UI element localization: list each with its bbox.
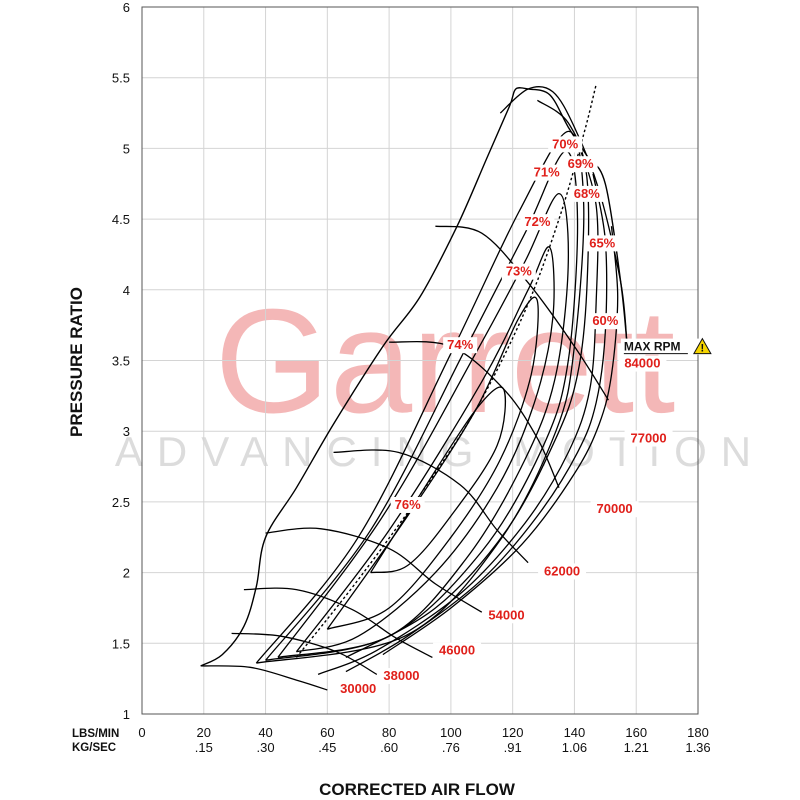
- speed-line: [200, 665, 328, 691]
- speed-label: 38000: [383, 668, 419, 683]
- warning-triangle-icon: [693, 337, 712, 355]
- efficiency-label-bg: [585, 235, 620, 252]
- x-tick-label-kg: .60: [380, 740, 398, 755]
- surge-line: [200, 87, 529, 667]
- x-tick-label-lbs: 20: [197, 725, 211, 740]
- efficiency-label: 70%: [552, 136, 578, 151]
- x-axis-ticks: 0 20 40 60 80 100 120 140 160 180 .15 .30 .45 .60 .76.…: [138, 725, 710, 755]
- speed-label: 70000: [597, 501, 633, 516]
- max-rpm-label: MAX RPM: [624, 340, 681, 354]
- speed-label: 84000: [624, 356, 660, 371]
- y-tick-label: 4.5: [112, 212, 130, 227]
- y-tick-label: 6: [123, 0, 130, 15]
- speed-label-bg: [590, 501, 639, 518]
- speed-label-bg: [538, 563, 587, 580]
- x-tick-label-lbs: 120: [502, 725, 524, 740]
- max-rpm-label-bg: [620, 338, 709, 355]
- speed-label-bg: [433, 642, 482, 659]
- speed-label: 77000: [630, 431, 666, 446]
- x-tick-label-kg: .45: [318, 740, 336, 755]
- x-tick-label-kg: 1.06: [562, 740, 587, 755]
- y-tick-label: 3.5: [112, 354, 130, 369]
- speed-line: [265, 527, 483, 613]
- efficiency-island: [345, 173, 608, 673]
- speed-label-bg: [618, 355, 667, 372]
- efficiency-label-bg: [569, 185, 604, 202]
- efficiency-island: [255, 130, 585, 664]
- y-tick-label: 1.5: [112, 636, 130, 651]
- brand-logo-watermark: Garrett: [215, 279, 676, 444]
- plot-frame: [141, 6, 699, 715]
- efficiency-label: 69%: [568, 156, 594, 171]
- efficiency-island: [382, 226, 619, 656]
- y-tick-label: 1: [123, 707, 130, 722]
- x-tick-label-lbs: 40: [258, 725, 272, 740]
- x-tick-label-lbs: 100: [440, 725, 462, 740]
- x-row-label-kg: KG/SEC: [72, 742, 116, 754]
- peak-efficiency-dashed-line: [295, 84, 597, 658]
- efficiency-island: [265, 150, 579, 661]
- speed-label-bg: [377, 668, 426, 685]
- x-tick-label-kg: 1.21: [624, 740, 649, 755]
- y-tick-label: 3: [123, 424, 130, 439]
- efficiency-label-bg: [563, 156, 598, 173]
- efficiency-island: [295, 246, 555, 653]
- efficiency-label: 68%: [574, 186, 600, 201]
- map-labels: 70% 69% 71% 68% 72% 65% 73% 60% 74% 76% 84000 77000…: [334, 136, 712, 697]
- x-tick-label-lbs: 80: [382, 725, 396, 740]
- speed-line: [333, 449, 529, 564]
- y-tick-label: 4: [123, 283, 130, 298]
- x-tick-label-lbs: 0: [138, 725, 145, 740]
- speed-line: [231, 632, 378, 675]
- y-axis-ticks: 1 1.5 2 2.5 3 3.5 4 4.5 5 5.5 6: [112, 0, 130, 722]
- efficiency-label-bg: [501, 263, 536, 280]
- speed-line: [243, 587, 433, 658]
- x-tick-label-kg: .15: [195, 740, 213, 755]
- x-tick-label-kg: 1.36: [685, 740, 710, 755]
- y-tick-label: 2.5: [112, 495, 130, 510]
- efficiency-label: 71%: [534, 165, 560, 180]
- speed-line: [435, 225, 609, 401]
- speed-label-bg: [334, 680, 383, 697]
- speed-label: 30000: [340, 681, 376, 696]
- efficiency-label-bg: [588, 313, 623, 330]
- efficiency-island: [326, 296, 539, 630]
- efficiency-label-bg: [529, 164, 564, 181]
- efficiency-label: 73%: [506, 264, 532, 279]
- x-tick-label-kg: .91: [504, 740, 522, 755]
- y-tick-label: 2: [123, 566, 130, 581]
- efficiency-label-bg: [390, 496, 425, 513]
- speed-label: 62000: [544, 563, 580, 578]
- speed-line: [389, 340, 560, 489]
- speed-label-bg: [482, 607, 531, 624]
- efficiency-label-bg: [443, 337, 478, 354]
- speed-label: 54000: [488, 607, 524, 622]
- x-tick-label-kg: .30: [257, 740, 275, 755]
- efficiency-label: 60%: [592, 313, 618, 328]
- speed-label-bg: [624, 430, 673, 447]
- y-axis-title: PRESSURE RATIO: [67, 287, 86, 437]
- x-axis-title: CORRECTED AIR FLOW: [319, 780, 516, 799]
- x-tick-label-lbs: 180: [687, 725, 709, 740]
- efficiency-label-bg: [548, 136, 583, 153]
- efficiency-label-bg: [520, 214, 555, 231]
- speed-label: 46000: [439, 643, 475, 658]
- x-tick-label-kg: .76: [442, 740, 460, 755]
- efficiency-label: 74%: [447, 337, 473, 352]
- x-tick-label-lbs: 140: [564, 725, 586, 740]
- grid: [142, 7, 698, 714]
- y-tick-label: 5: [123, 141, 130, 156]
- efficiency-label: 65%: [589, 235, 615, 250]
- warning-exclamation: !: [701, 343, 705, 355]
- x-tick-label-lbs: 60: [320, 725, 334, 740]
- efficiency-label: 72%: [524, 214, 550, 229]
- efficiency-label: 76%: [395, 497, 421, 512]
- y-tick-label: 5.5: [112, 71, 130, 86]
- x-tick-label-lbs: 160: [625, 725, 647, 740]
- efficiency-island: [370, 386, 506, 574]
- x-row-label-lbs: LBS/MIN: [72, 728, 119, 740]
